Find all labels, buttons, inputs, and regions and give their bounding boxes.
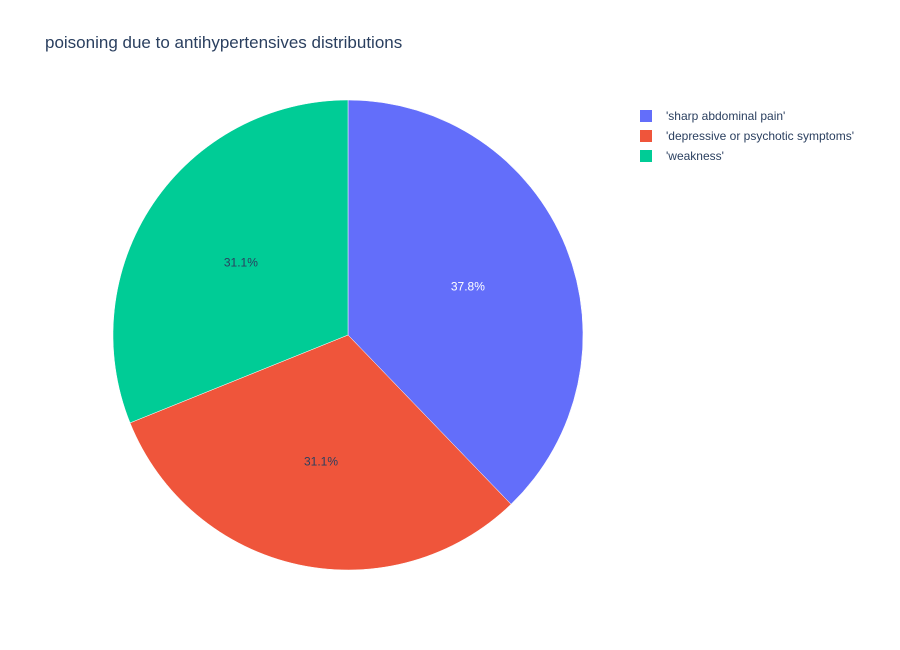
pie-slice-labels: 37.8% 31.1% 31.1% <box>224 256 485 469</box>
legend-label: 'depressive or psychotic symptoms' <box>666 129 854 143</box>
pie-slice-weakness[interactable] <box>112 99 349 424</box>
legend-item-depressive-or-psychotic-symptoms[interactable]: 'depressive or psychotic symptoms' <box>640 126 854 146</box>
pie-slice-label-weakness: 31.1% <box>224 256 258 270</box>
legend-label: 'sharp abdominal pain' <box>666 109 786 123</box>
legend-item-sharp-abdominal-pain[interactable]: 'sharp abdominal pain' <box>640 106 854 126</box>
legend-swatch <box>640 130 652 142</box>
legend-swatch <box>640 150 652 162</box>
chart-title: poisoning due to antihypertensives distr… <box>45 33 403 52</box>
legend-swatch <box>640 110 652 122</box>
pie-slice-label-depressive-or-psychotic-symptoms: 31.1% <box>304 454 338 468</box>
legend-item-weakness[interactable]: 'weakness' <box>640 146 854 166</box>
pie-slices <box>112 99 584 571</box>
legend-label: 'weakness' <box>666 149 724 163</box>
legend: 'sharp abdominal pain' 'depressive or ps… <box>640 106 854 166</box>
pie-slice-label-sharp-abdominal-pain: 37.8% <box>451 280 485 294</box>
pie-slice-depressive-or-psychotic-symptoms[interactable] <box>129 334 512 571</box>
pie-slice-sharp-abdominal-pain[interactable] <box>347 99 584 505</box>
